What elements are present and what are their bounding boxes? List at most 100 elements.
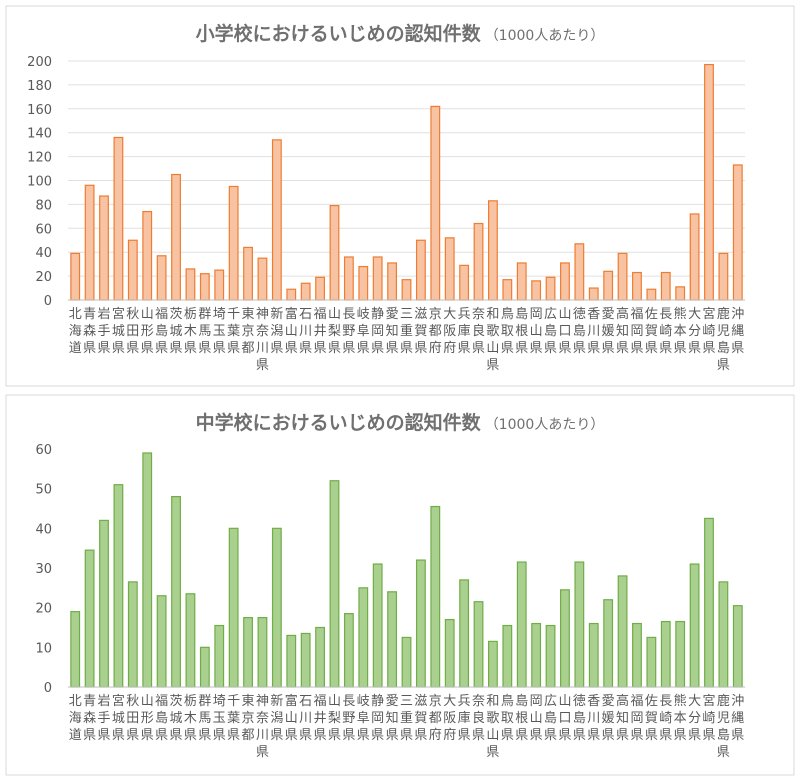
x-tick-label: 岡山県 — [530, 307, 543, 356]
bar — [142, 452, 153, 688]
x-tick-label: 宮崎県 — [702, 693, 715, 743]
bar — [545, 624, 556, 688]
bar — [99, 519, 109, 688]
x-tick-label: 大阪府 — [443, 694, 456, 743]
y-tick-label: 140 — [27, 127, 52, 142]
x-tick-label: 青森県 — [83, 307, 96, 356]
bar — [228, 185, 239, 301]
bar — [372, 256, 383, 301]
bar — [588, 622, 599, 688]
bar — [243, 246, 253, 301]
x-tick-label: 鳥取県 — [501, 694, 514, 743]
bar — [732, 164, 743, 301]
y-tick-label: 180 — [27, 79, 52, 94]
x-tick-label: 奈良県 — [472, 694, 485, 743]
x-tick-label: 三重県 — [400, 307, 413, 356]
bar — [704, 63, 714, 301]
x-tick-label: 神奈川県 — [256, 307, 269, 373]
bar — [185, 593, 196, 688]
y-tick-label: 40 — [35, 522, 52, 537]
x-tick-label: 福島県 — [155, 694, 168, 743]
y-tick-label: 50 — [35, 483, 52, 498]
bar — [257, 616, 268, 688]
bar — [113, 136, 124, 301]
y-tick-label: 20 — [35, 270, 52, 285]
x-tick-label: 青森県 — [83, 694, 96, 743]
bar — [444, 618, 455, 688]
subtitle-text: （1000人あたり） — [485, 417, 605, 433]
bar — [415, 239, 426, 301]
x-tick-label: 新潟県 — [270, 693, 283, 743]
x-tick-label: 千葉県 — [227, 307, 240, 356]
bar — [257, 257, 268, 301]
bar — [560, 589, 570, 688]
y-tick-label: 10 — [35, 641, 52, 656]
x-tick-label: 秋田県 — [126, 307, 139, 356]
bar — [358, 587, 369, 688]
bar — [199, 646, 210, 688]
x-tick-label: 神奈川県 — [256, 694, 269, 760]
x-tick-label: 福岡県 — [630, 694, 643, 743]
x-tick-label: 香川県 — [587, 694, 600, 743]
x-tick-label: 静岡県 — [371, 694, 384, 743]
x-tick-label: 高知県 — [616, 306, 629, 356]
bar — [156, 595, 167, 688]
bar — [127, 581, 138, 688]
subtitle-text: （1000人あたり） — [485, 28, 605, 44]
x-tick-label: 滋賀県 — [414, 694, 427, 743]
x-tick-label: 福島県 — [155, 307, 168, 356]
chart-title: 小学校におけるいじめの認知件数 （1000人あたり） — [196, 22, 605, 45]
y-tick-label: 40 — [35, 246, 52, 261]
x-tick-label: 兵庫県 — [458, 694, 471, 743]
x-tick-label: 高知県 — [616, 693, 629, 743]
x-tick-label: 京都府 — [429, 307, 442, 356]
bar — [689, 563, 700, 688]
x-tick-label: 和歌山県 — [486, 307, 499, 373]
x-tick-label: 福岡県 — [630, 307, 643, 356]
bar — [588, 287, 599, 301]
bar — [617, 252, 628, 301]
bar — [300, 632, 311, 688]
y-tick-label: 30 — [35, 562, 52, 577]
x-tick-label: 徳島県 — [573, 307, 586, 356]
y-tick-label: 160 — [27, 103, 52, 118]
x-tick-label: 東京都 — [242, 306, 255, 356]
y-tick-label: 20 — [35, 602, 52, 617]
chart-title: 中学校におけるいじめの認知件数 （1000人あたり） — [196, 411, 605, 434]
x-tick-label: 沖縄県 — [731, 694, 744, 743]
bar — [488, 200, 498, 301]
bar — [632, 271, 642, 301]
bar — [70, 611, 81, 688]
bar — [646, 636, 657, 688]
bar — [142, 210, 153, 301]
x-tick-label: 長崎県 — [659, 694, 672, 743]
bar — [617, 575, 628, 688]
x-tick-label: 静岡県 — [371, 307, 384, 356]
bar — [286, 288, 297, 301]
y-tick-label: 0 — [44, 681, 52, 696]
y-tick-label: 60 — [35, 222, 52, 237]
x-tick-label: 山口県 — [558, 694, 571, 743]
x-tick-label: 北海道 — [69, 307, 82, 356]
bar — [113, 484, 124, 688]
y-tick-label: 0 — [44, 294, 52, 309]
x-tick-label: 長崎県 — [659, 307, 672, 356]
x-tick-label: 和歌山県 — [486, 694, 499, 760]
x-tick-label: 千葉県 — [227, 694, 240, 743]
x-tick-label: 島根県 — [515, 694, 528, 743]
x-tick-label: 沖縄県 — [731, 307, 744, 356]
x-tick-label: 兵庫県 — [458, 307, 471, 356]
bar — [560, 262, 570, 301]
bar — [502, 279, 513, 301]
x-tick-label: 大阪府 — [443, 307, 456, 356]
bar — [243, 616, 253, 688]
bar — [387, 591, 398, 688]
bar — [603, 599, 614, 688]
x-tick-label: 佐賀県 — [645, 307, 658, 356]
bar — [271, 527, 282, 688]
x-tick-label: 栃木県 — [184, 307, 197, 356]
x-tick-label: 愛知県 — [386, 307, 399, 356]
x-tick-label: 鹿児島県 — [717, 306, 730, 373]
bar — [84, 184, 95, 301]
